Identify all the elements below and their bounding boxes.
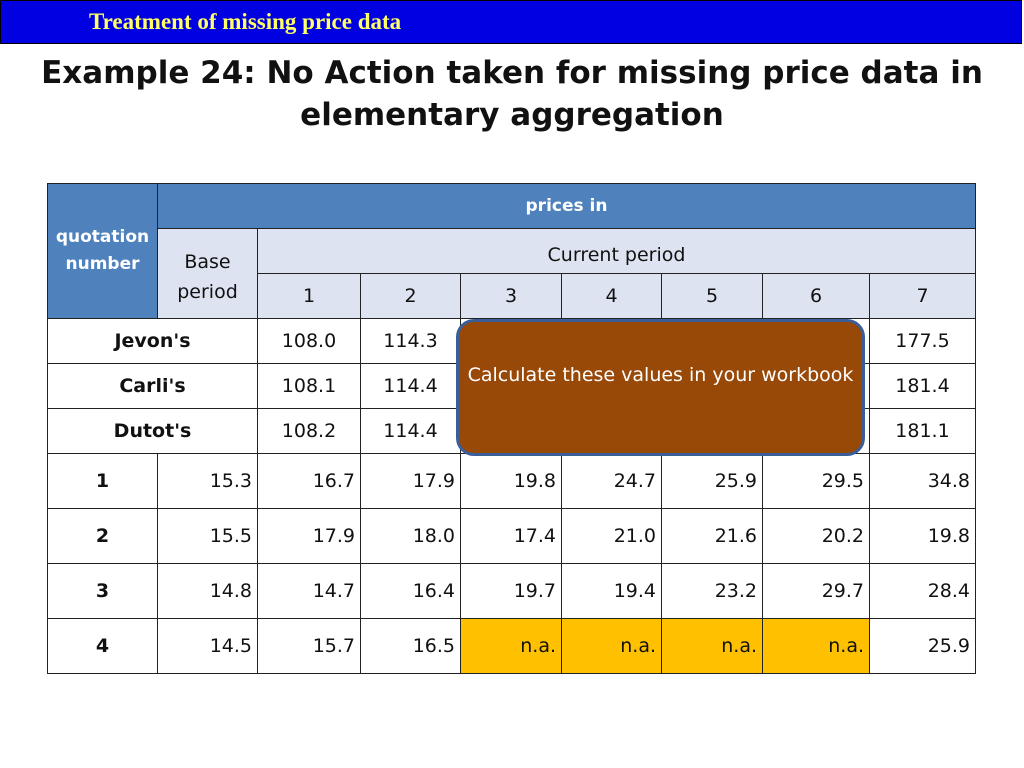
table-row: 2 15.5 17.9 18.0 17.4 21.0 21.6 20.2 19.… [47, 508, 976, 564]
price-cell: 15.7 [257, 618, 361, 674]
callout-text: Calculate these values in your workbook [467, 364, 854, 386]
price-cell: 25.9 [661, 453, 763, 509]
price-cell: 17.9 [360, 453, 461, 509]
price-cell: 34.8 [869, 453, 976, 509]
price-cell: 16.4 [360, 563, 461, 619]
current-period-header: Current period [257, 228, 976, 274]
period-header: 4 [561, 273, 662, 319]
price-cell: 23.2 [661, 563, 763, 619]
section-title: Treatment of missing price data [89, 9, 402, 34]
quotation-header-line-2: number [65, 254, 140, 274]
table-row: 1 15.3 16.7 17.9 19.8 24.7 25.9 29.5 34.… [47, 453, 976, 509]
missing-price-cell: n.a. [561, 618, 662, 674]
price-cell: 25.9 [869, 618, 976, 674]
prices-in-header: prices in [157, 183, 976, 229]
slide-title-line-2: elementary aggregation [300, 97, 724, 133]
price-cell: 19.7 [460, 563, 562, 619]
table-row: 3 14.8 14.7 16.4 19.7 19.4 23.2 29.7 28.… [47, 563, 976, 619]
aggregate-value: 181.1 [869, 408, 976, 454]
aggregate-name: Carli's [47, 363, 258, 409]
price-cell: 29.7 [762, 563, 870, 619]
quotation-number: 3 [47, 563, 158, 619]
base-price: 15.3 [157, 453, 258, 509]
price-cell: 21.0 [561, 508, 662, 564]
price-cell: 17.9 [257, 508, 361, 564]
aggregate-value: 114.4 [360, 408, 461, 454]
base-price: 14.8 [157, 563, 258, 619]
table-row: 4 14.5 15.7 16.5 n.a. n.a. n.a. n.a. 25.… [47, 618, 976, 674]
base-header-line-2: period [177, 280, 238, 303]
instruction-callout: Calculate these values in your workbook [456, 319, 865, 456]
quotation-number: 4 [47, 618, 158, 674]
aggregate-value: 108.1 [257, 363, 361, 409]
aggregate-value: 181.4 [869, 363, 976, 409]
price-cell: 18.0 [360, 508, 461, 564]
slide-title: Example 24: No Action taken for missing … [0, 52, 1024, 136]
section-banner: Treatment of missing price data [0, 0, 1022, 44]
period-header: 3 [460, 273, 562, 319]
missing-price-cell: n.a. [762, 618, 870, 674]
aggregate-value: 108.0 [257, 318, 361, 364]
missing-price-cell: n.a. [661, 618, 763, 674]
price-cell: 24.7 [561, 453, 662, 509]
base-price: 14.5 [157, 618, 258, 674]
period-header: 1 [257, 273, 361, 319]
price-cell: 20.2 [762, 508, 870, 564]
price-cell: 19.4 [561, 563, 662, 619]
period-header: 5 [661, 273, 763, 319]
price-cell: 19.8 [869, 508, 976, 564]
price-cell: 28.4 [869, 563, 976, 619]
price-cell: 14.7 [257, 563, 361, 619]
aggregate-value: 114.4 [360, 363, 461, 409]
quotation-header-line-1: quotation [55, 227, 150, 247]
price-cell: 17.4 [460, 508, 562, 564]
period-header: 2 [360, 273, 461, 319]
period-number-row: 1 2 3 4 5 6 7 [48, 273, 976, 319]
aggregate-value: 177.5 [869, 318, 976, 364]
quotation-number: 1 [47, 453, 158, 509]
price-cell: 16.7 [257, 453, 361, 509]
aggregate-name: Dutot's [47, 408, 258, 454]
price-cell: 21.6 [661, 508, 763, 564]
quotation-number: 2 [47, 508, 158, 564]
period-header: 7 [869, 273, 976, 319]
missing-price-cell: n.a. [460, 618, 562, 674]
aggregate-name: Jevon's [47, 318, 258, 364]
price-cell: 16.5 [360, 618, 461, 674]
quotation-number-header: quotation number [47, 183, 158, 319]
base-period-header: Base period [157, 228, 258, 319]
slide-title-line-1: Example 24: No Action taken for missing … [41, 55, 983, 91]
base-price: 15.5 [157, 508, 258, 564]
aggregate-value: 108.2 [257, 408, 361, 454]
price-cell: 19.8 [460, 453, 562, 509]
aggregate-value: 114.3 [360, 318, 461, 364]
base-header-line-1: Base [184, 250, 231, 273]
price-cell: 29.5 [762, 453, 870, 509]
period-header: 6 [762, 273, 870, 319]
